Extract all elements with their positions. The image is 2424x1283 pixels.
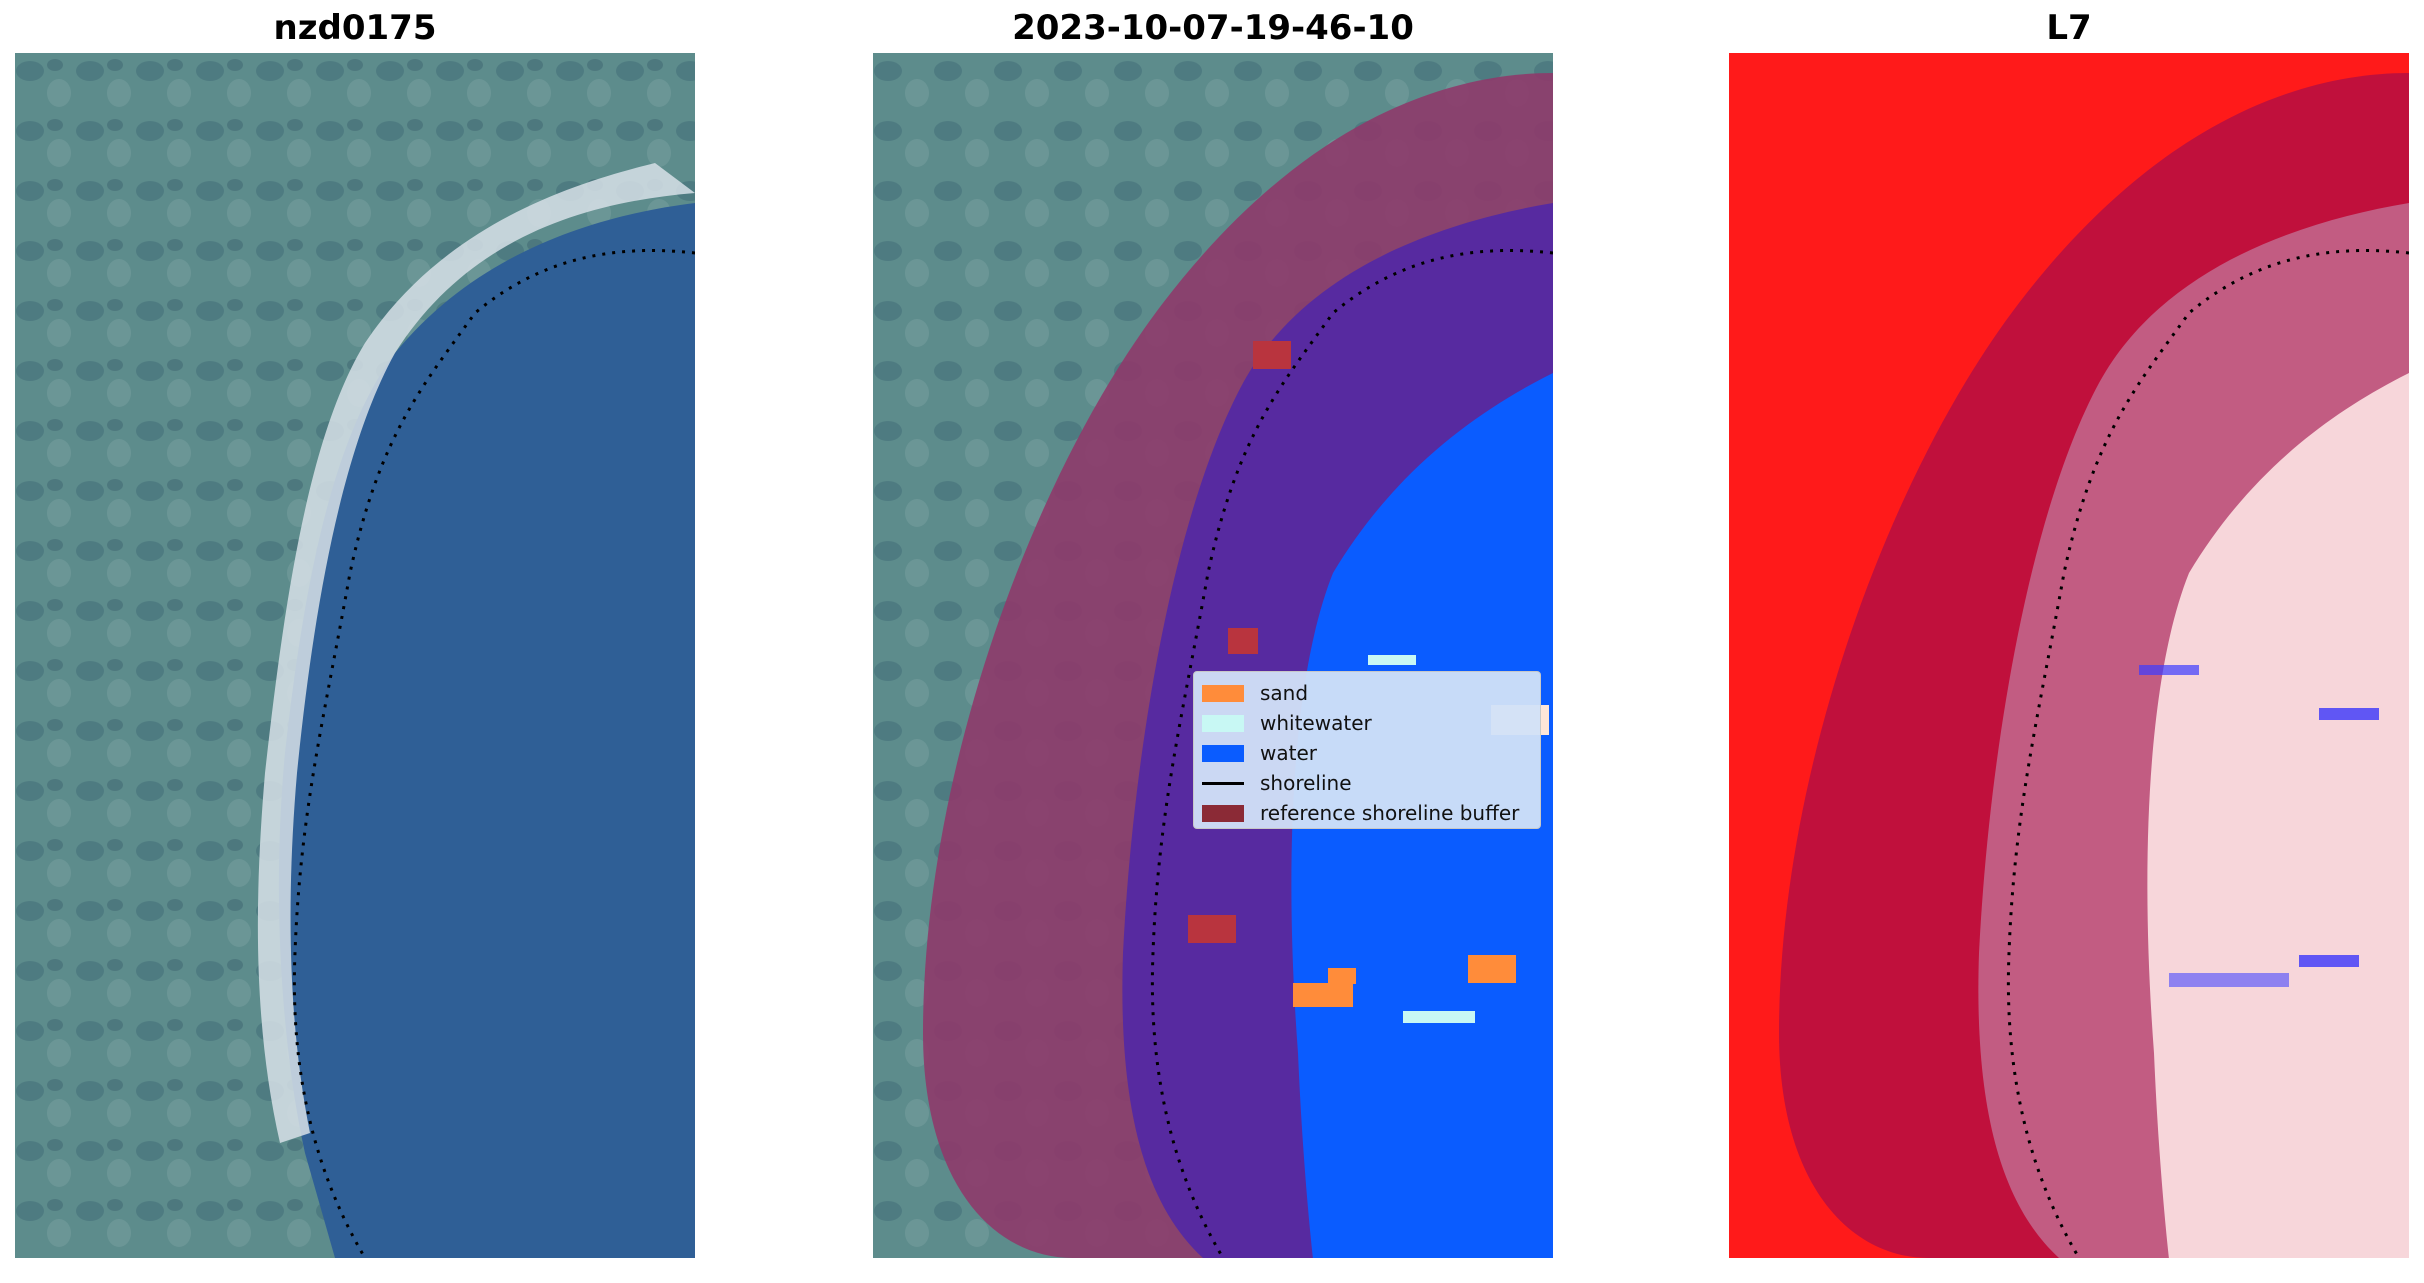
legend-item-sand: sand: [1202, 678, 1532, 708]
whitewater-swatch: [1202, 714, 1244, 732]
reference-buffer-swatch: [1202, 804, 1244, 822]
classification-image: [873, 53, 1553, 1258]
legend: sand whitewater water shoreline referenc…: [1193, 671, 1541, 829]
rgb-image-panel: [15, 53, 695, 1258]
legend-label: whitewater: [1260, 711, 1372, 735]
legend-item-reference-buffer: reference shoreline buffer: [1202, 798, 1532, 828]
legend-item-whitewater: whitewater: [1202, 708, 1532, 738]
legend-item-water: water: [1202, 738, 1532, 768]
index-panel: [1729, 53, 2409, 1258]
water-swatch: [1202, 744, 1244, 762]
legend-label: water: [1260, 741, 1317, 765]
panel-title-date: 2023-10-07-19-46-10: [1012, 8, 1414, 48]
shoreline-line-swatch: [1202, 781, 1244, 785]
panel-title-image-id: nzd0175: [273, 8, 437, 48]
panel-title-satellite: L7: [2046, 8, 2092, 48]
rgb-satellite-image: [15, 53, 695, 1258]
legend-item-shoreline: shoreline: [1202, 768, 1532, 798]
classification-panel: [873, 53, 1553, 1258]
legend-label: shoreline: [1260, 771, 1352, 795]
index-image: [1729, 53, 2409, 1258]
sand-swatch: [1202, 684, 1244, 702]
legend-label: sand: [1260, 681, 1309, 705]
legend-label: reference shoreline buffer: [1260, 801, 1520, 825]
